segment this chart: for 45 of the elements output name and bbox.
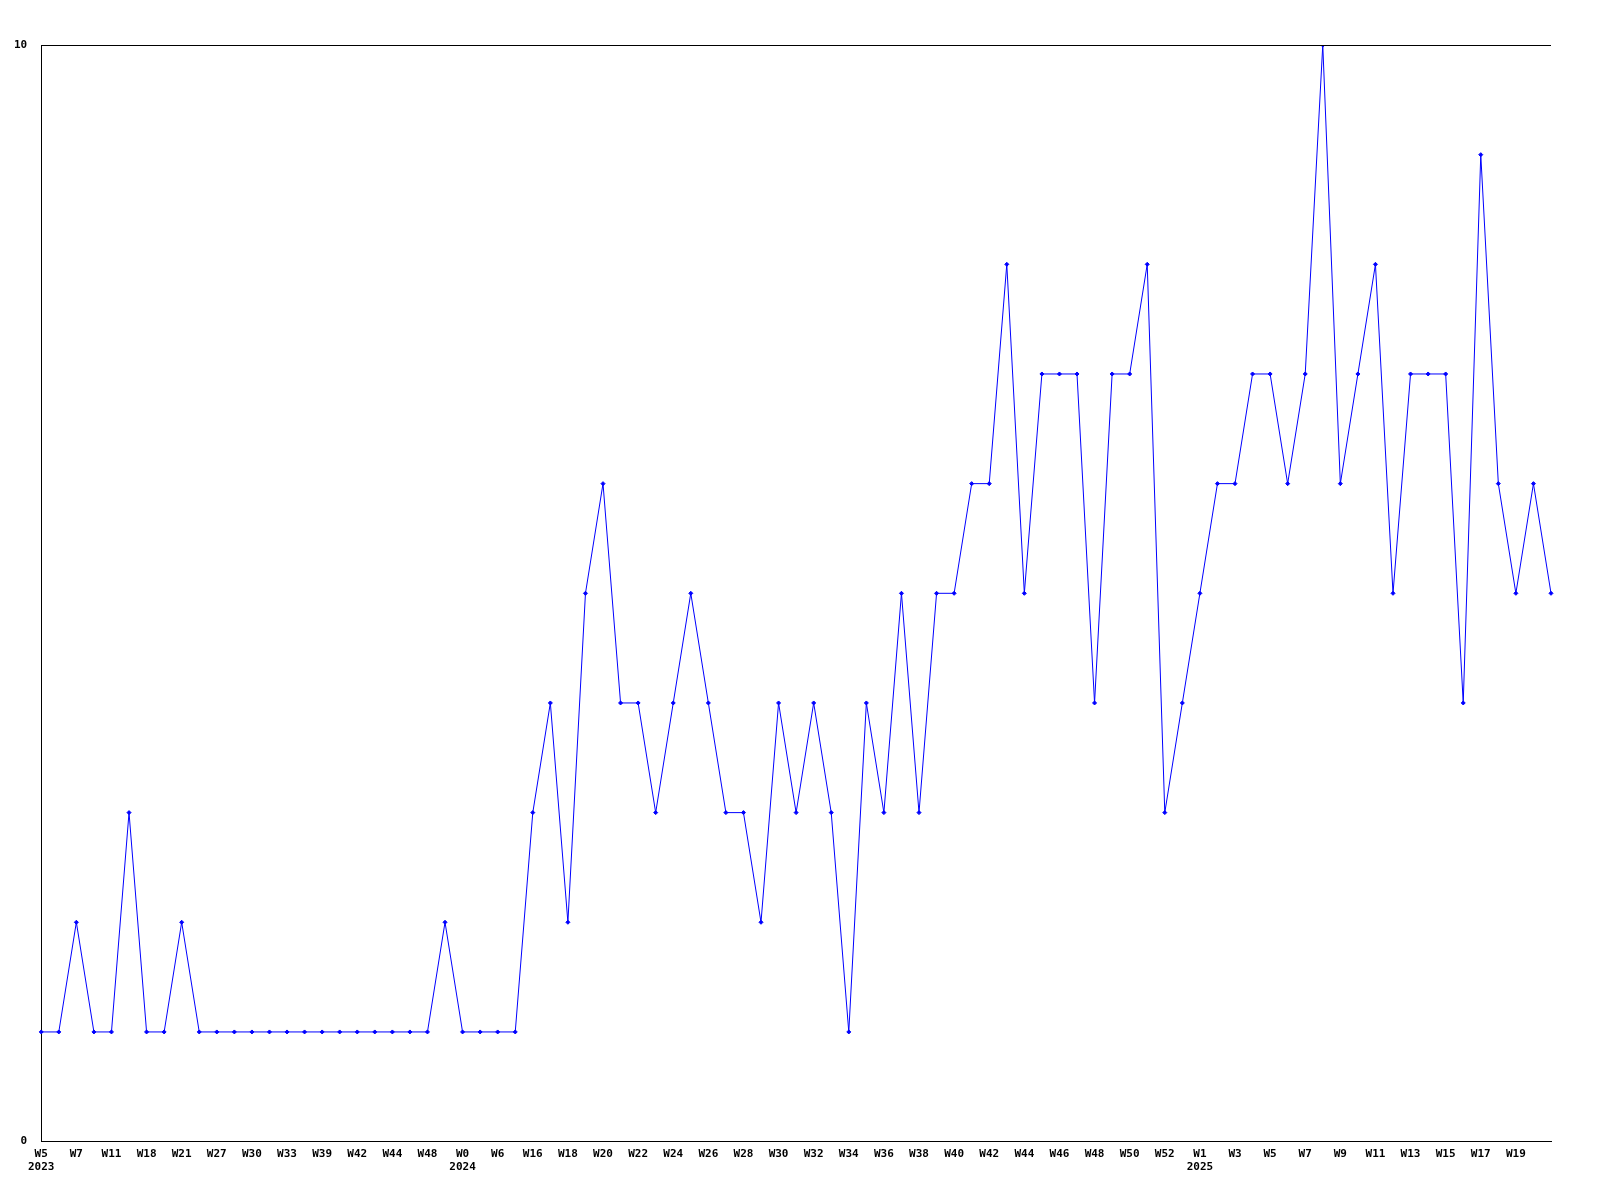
x-tick-label: W5: [1263, 1147, 1277, 1161]
x-tick-label: W33: [277, 1147, 297, 1161]
x-tick-label: W26: [698, 1147, 719, 1161]
x-tick-label: W15: [1435, 1147, 1456, 1161]
x-tick-label: W28: [733, 1147, 754, 1161]
x-tick-label: W36: [873, 1147, 895, 1161]
x-tick-label: W48: [417, 1147, 438, 1161]
x-tick-label: W5 2023: [28, 1147, 55, 1174]
y-tick-label: 0: [20, 1134, 28, 1148]
x-tick-label: W3: [1228, 1147, 1242, 1161]
x-tick-label: W7: [1298, 1147, 1312, 1161]
x-tick-label: W24: [663, 1147, 684, 1161]
x-tick-label: W21: [171, 1147, 192, 1161]
x-tick-label: W34: [838, 1147, 860, 1161]
x-tick-label: W19: [1505, 1147, 1526, 1161]
x-tick-label: W17: [1470, 1147, 1491, 1161]
x-tick-label: W18: [136, 1147, 157, 1161]
x-tick-label: W44: [382, 1147, 403, 1161]
x-tick-label: W18: [557, 1147, 578, 1161]
x-tick-label: W44: [1014, 1147, 1035, 1161]
y-tick-label: 10: [14, 37, 28, 51]
x-tick-label: W32: [803, 1147, 824, 1161]
x-tick-label: W20: [593, 1147, 613, 1161]
x-tick-label: W1 2025: [1186, 1147, 1214, 1174]
x-tick-label: W42: [979, 1147, 1000, 1161]
x-tick-label: W11: [1365, 1147, 1386, 1161]
x-tick-label: W40: [944, 1147, 965, 1161]
x-tick-label: W13: [1400, 1147, 1421, 1161]
x-tick-label: W46: [1049, 1147, 1070, 1161]
x-tick-label: W30: [768, 1147, 789, 1161]
x-tick-label: W0 2024: [449, 1147, 477, 1174]
x-tick-label: W9: [1333, 1147, 1347, 1161]
x-tick-label: W48: [1084, 1147, 1105, 1161]
x-tick-label: W38: [909, 1147, 929, 1161]
x-tick-label: W22: [628, 1147, 649, 1161]
x-tick-label: W6: [491, 1147, 505, 1161]
x-tick-label: W16: [522, 1147, 544, 1161]
x-tick-label: W30: [241, 1147, 262, 1161]
x-tick-label: W11: [101, 1147, 122, 1161]
x-tick-label: W50: [1119, 1147, 1140, 1161]
x-tick-label: W42: [347, 1147, 368, 1161]
x-tick-label: W52: [1154, 1147, 1175, 1161]
x-tick-label: W39: [312, 1147, 333, 1161]
x-tick-label: W27: [206, 1147, 227, 1161]
x-tick-label: W7: [69, 1147, 83, 1161]
